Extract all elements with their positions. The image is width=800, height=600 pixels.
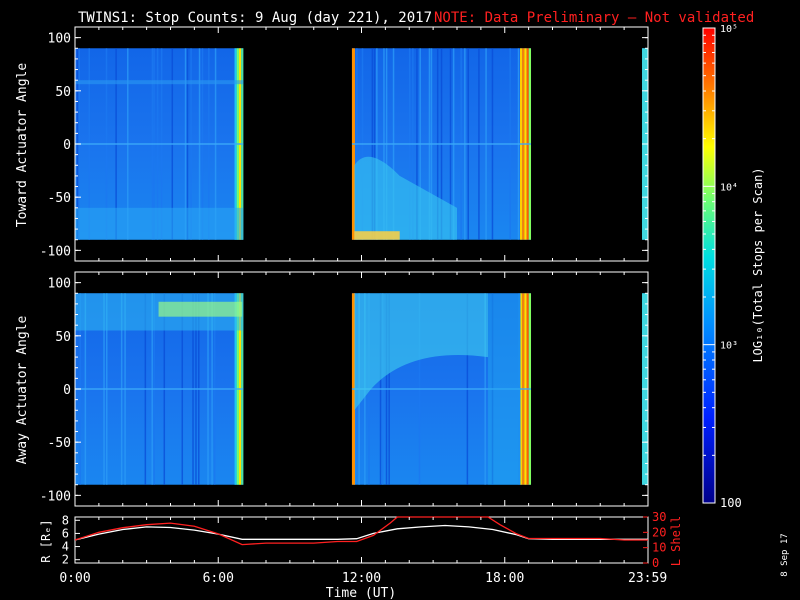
away-angle-panel: 100 50 0 -50 -100 xyxy=(40,271,649,507)
x-tick-label: 12:00 xyxy=(342,571,381,586)
flux-enhancement xyxy=(158,301,243,317)
flux-enhancement xyxy=(75,207,244,240)
away-ylabel: Away Actuator Angle xyxy=(15,315,30,464)
lshell-line xyxy=(74,516,648,546)
colorbar-ticks: 10⁵ 10⁴ 10³ 100 xyxy=(703,24,742,510)
orbit-ylabel-right: L Shell xyxy=(669,516,683,567)
colorbar-tick-label: 100 xyxy=(720,496,742,510)
y-tick-label: 50 xyxy=(55,330,71,345)
colorbar xyxy=(702,27,716,504)
orbit-left-tick-label: 2 xyxy=(62,553,69,567)
zero-line xyxy=(75,388,244,390)
colorbar-tick-label: 10⁵ xyxy=(720,24,738,35)
orbit-left-tick-label: 8 xyxy=(62,513,69,527)
y-tick-label: -50 xyxy=(48,191,71,206)
orbit-left-tick-label: 4 xyxy=(62,540,69,554)
toward-ylabel: Toward Actuator Angle xyxy=(15,63,30,228)
x-tick-label: 0:00 xyxy=(59,571,90,586)
zero-line xyxy=(351,388,532,390)
zero-line xyxy=(351,143,532,145)
x-tick-label: 6:00 xyxy=(203,571,234,586)
toward-angle-panel: 100 50 0 -50 -100 xyxy=(40,26,649,262)
orbit-right-tick-label: 10 xyxy=(652,541,666,555)
chart-title: TWINS1: Stop Counts: 9 Aug (day 221), 20… xyxy=(78,10,432,26)
zero-line xyxy=(75,143,244,145)
flux-enhancement xyxy=(354,293,489,411)
y-tick-label: -100 xyxy=(40,244,71,259)
colorbar-tick-label: 10⁴ xyxy=(720,182,738,193)
x-tick-label: 18:00 xyxy=(485,571,524,586)
orbit-left-tick-label: 6 xyxy=(62,526,69,540)
orbit-right-tick-label: 30 xyxy=(652,510,666,524)
y-tick-label: -50 xyxy=(48,436,71,451)
orbit-right-tick-label: 20 xyxy=(652,525,666,539)
colorbar-label: LOG₁₀(Total Stops per Scan) xyxy=(751,167,765,362)
preliminary-note: NOTE: Data Preliminary — Not validated xyxy=(434,10,754,26)
flux-enhancement xyxy=(354,231,400,240)
flux-enhancement xyxy=(354,156,457,240)
flux-enhancement xyxy=(75,80,244,85)
y-tick-label: 50 xyxy=(55,85,71,100)
x-tick-label: 23:59 xyxy=(628,571,667,586)
flux-enhancement xyxy=(488,293,522,485)
orbit-right-tick-label: 0 xyxy=(652,556,659,570)
colorbar-tick-label: 10³ xyxy=(720,341,738,352)
y-tick-label: 100 xyxy=(48,32,71,47)
y-tick-label: 100 xyxy=(48,277,71,292)
y-tick-label: -100 xyxy=(40,489,71,504)
r-line xyxy=(74,524,648,541)
date-stamp: 8 Sep 17 xyxy=(780,533,790,576)
y-tick-label: 0 xyxy=(63,383,71,398)
orbit-ylabel-left: R [Rₑ] xyxy=(39,519,53,562)
y-tick-label: 0 xyxy=(63,138,71,153)
x-axis-label: Time (UT) xyxy=(326,586,396,600)
